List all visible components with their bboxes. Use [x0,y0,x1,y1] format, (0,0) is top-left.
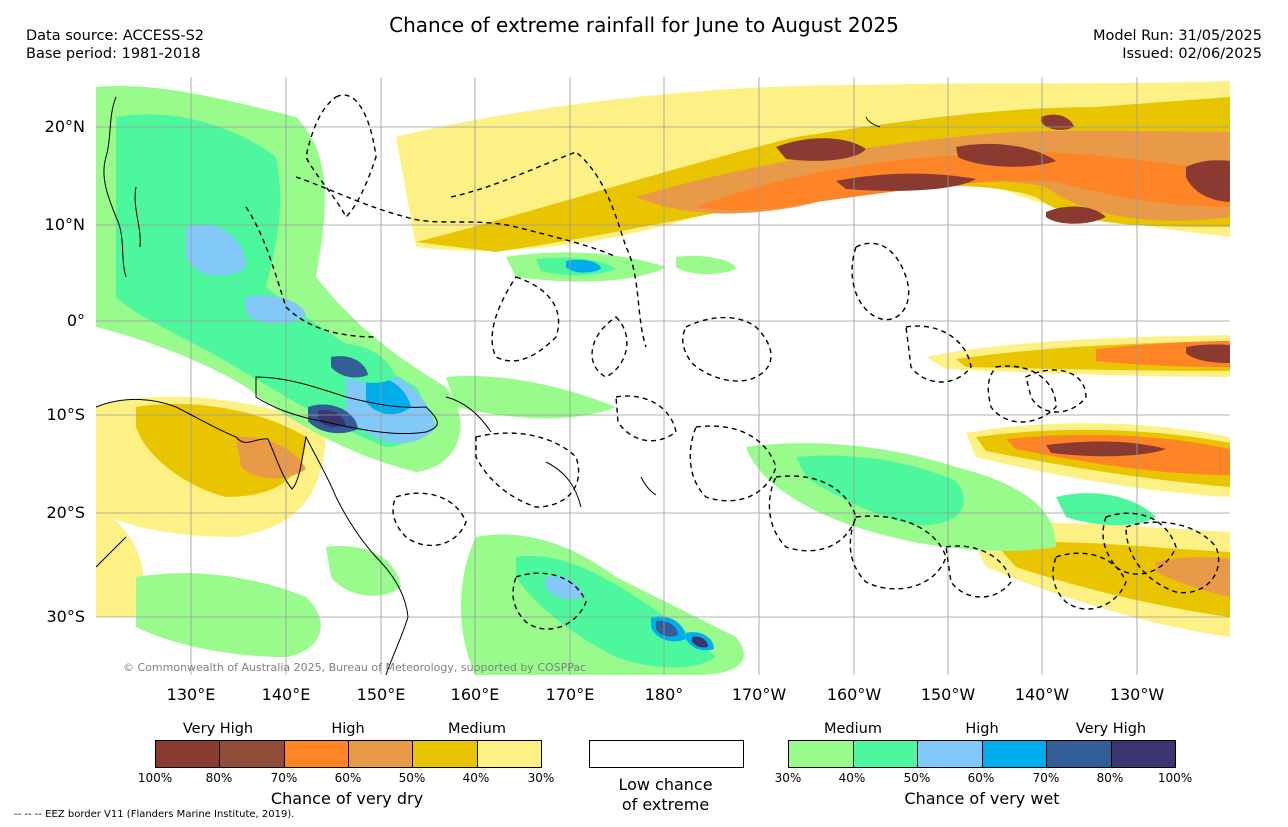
wet-legend-caption: Chance of very wet [904,789,1060,808]
lon-label: 150°E [356,685,406,704]
wet-area-equatorial [446,252,736,419]
eez-borders [245,94,1220,630]
dry-legend-header: Medium [448,721,506,737]
map-copyright: © Commonwealth of Australia 2025, Bureau… [123,661,586,674]
map-title: Chance of extreme rainfall for June to A… [389,13,899,37]
dry-legend-header: Very High [182,721,254,737]
dry-tick: 60% [334,771,362,785]
wet-swatch-3 [918,741,983,767]
dry-swatch-5 [413,741,478,767]
model-run: Model Run: 31/05/2025 [1092,28,1262,44]
dry-tick: 40% [462,771,490,785]
lon-label: 140°E [261,685,311,704]
lat-label: 30°S [46,607,85,626]
lat-label: 0° [66,311,85,330]
dry-swatch-6 [477,741,541,767]
wet-legend-header: High [965,721,999,737]
wet-tick: 60% [967,771,995,785]
dry-color-scale [155,740,542,768]
lon-label: 160°E [450,685,500,704]
coastline-new-guinea [255,376,438,435]
dry-swatch-1 [156,741,221,767]
dry-tick: 50% [398,771,426,785]
lon-label: 130°E [166,685,216,704]
lat-label: 20°N [44,117,85,136]
dry-band-north [396,81,1230,252]
wet-swatch-6 [1111,741,1175,767]
wet-color-scale [788,740,1176,768]
wet-swatch-4 [982,741,1047,767]
dry-area-west [96,396,326,617]
wet-tick: 80% [1096,771,1124,785]
lon-label: 170°E [545,685,595,704]
lat-label: 10°N [44,215,85,234]
lon-label: 130°W [1109,685,1165,704]
data-source: Data source: ACCESS-S2 [26,28,205,44]
lon-label: 180° [644,685,684,704]
coastline-philippines [103,96,141,278]
wet-legend-header: Very High [1075,721,1147,737]
base-period: Base period: 1981-2018 [26,46,201,62]
lon-label: 160°W [826,685,882,704]
wet-swatch-2 [853,741,918,767]
run-info: Model Run: 31/05/2025 Issued: 02/06/2025 [1093,27,1262,63]
lon-label: 170°W [731,685,787,704]
wet-swatch-5 [1047,741,1112,767]
coastline-australia [96,399,409,675]
wet-swatch-1 [789,741,854,767]
wet-area-south-pacific [136,443,1156,675]
dry-tick: 100% [137,771,173,785]
dry-legend-caption: Chance of very dry [270,789,424,808]
coastline-islands [96,116,881,568]
wet-area-west-pacific [96,86,461,472]
wet-tick: 70% [1032,771,1060,785]
wet-tick: 100% [1157,771,1193,785]
dry-swatch-3 [284,741,349,767]
low-chance-swatch [589,740,744,768]
low-chance-line1: Low chance [618,775,713,794]
source-info: Data source: ACCESS-S2 Base period: 1981… [26,27,204,63]
wet-tick: 50% [903,771,931,785]
wet-tick: 30% [774,771,802,785]
dry-swatch-2 [220,741,285,767]
rainfall-map: © Commonwealth of Australia 2025, Bureau… [96,77,1230,675]
lat-label: 20°S [46,503,85,522]
dry-swatch-4 [348,741,414,767]
dry-tick: 30% [527,771,555,785]
wet-legend-header: Medium [824,721,882,737]
eez-footnote: -- -- -- EEZ border V11 (Flanders Marine… [14,809,295,820]
graticule [96,77,1230,675]
issued-date: Issued: 02/06/2025 [1122,46,1262,62]
lon-label: 140°W [1014,685,1070,704]
lat-label: 10°S [46,405,85,424]
wet-tick: 40% [838,771,866,785]
dry-tick: 70% [270,771,298,785]
low-chance-line2: of extreme [621,795,710,814]
dry-legend-header: High [331,721,365,737]
lon-label: 150°W [920,685,976,704]
dry-tick: 80% [205,771,233,785]
low-chance-caption: Low chance of extreme [589,775,742,815]
